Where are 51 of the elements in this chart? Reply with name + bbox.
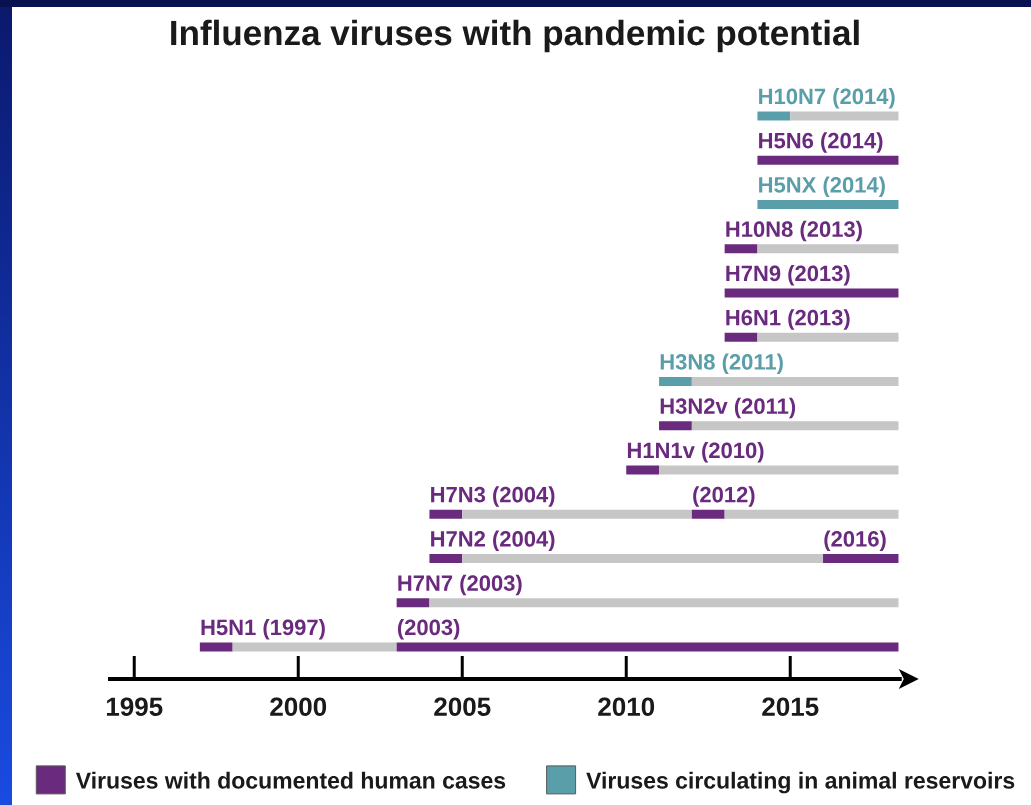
bar <box>757 332 899 342</box>
y-tick-label: H7N3 (2004) <box>431 486 555 507</box>
bar <box>429 509 463 519</box>
bar <box>691 509 725 519</box>
bar <box>823 553 899 563</box>
y-tick-label: H3N2v (2011) <box>660 397 796 419</box>
y-tick-label: H7N7 (2003) <box>398 574 522 596</box>
bar <box>626 465 660 475</box>
x-tick-label: 2005 <box>434 697 491 716</box>
y-tick-label: H7N2 (2004) <box>431 530 555 552</box>
annotation: (2003) <box>397 619 460 640</box>
bar <box>429 553 463 563</box>
bar <box>691 376 899 386</box>
bar <box>691 421 899 431</box>
y-tick-label: H5NX (2014) <box>759 176 885 198</box>
bar <box>757 111 791 121</box>
bar <box>462 509 692 519</box>
bar <box>396 642 899 652</box>
bar <box>659 465 899 475</box>
annotation: (2012) <box>693 486 755 507</box>
x-tick-label: 2010 <box>598 697 655 716</box>
chart-title: Influenza viruses with pandemic potential <box>171 19 859 53</box>
y-tick-label: H3N8 (2011) <box>660 353 783 375</box>
bar <box>724 509 899 519</box>
x-tick-label: 2000 <box>270 697 327 716</box>
bar <box>659 376 692 386</box>
annotation: (2016) <box>824 530 886 552</box>
y-tick-label: H5N6 (2014) <box>759 132 883 153</box>
bar <box>429 598 899 608</box>
bar <box>199 642 233 652</box>
y-tick-label: H6N1 (2013) <box>726 309 850 330</box>
bar <box>757 199 899 209</box>
bar <box>232 642 397 652</box>
bar <box>757 155 899 165</box>
y-tick-label: H7N9 (2013) <box>726 265 850 286</box>
legend-label: Viruses circulating in animal reservoirs <box>586 771 1015 794</box>
y-tick-label: H10N7 (2014) <box>759 88 895 109</box>
y-tick-label: H1N1v (2010) <box>627 442 764 463</box>
bar <box>462 553 824 563</box>
bar <box>724 288 899 298</box>
y-tick-label: H10N8 (2013) <box>726 220 862 242</box>
x-tick-label: 2015 <box>762 697 819 716</box>
bar <box>790 111 899 121</box>
bar <box>757 244 899 254</box>
x-tick-label: 1995 <box>106 697 163 716</box>
y-tick-label: H5N1 (1997) <box>201 619 325 640</box>
bar <box>659 421 692 431</box>
bar <box>724 332 758 342</box>
bar <box>724 244 758 254</box>
legend-label: Viruses with documented human cases <box>75 771 506 789</box>
bar <box>396 598 430 608</box>
